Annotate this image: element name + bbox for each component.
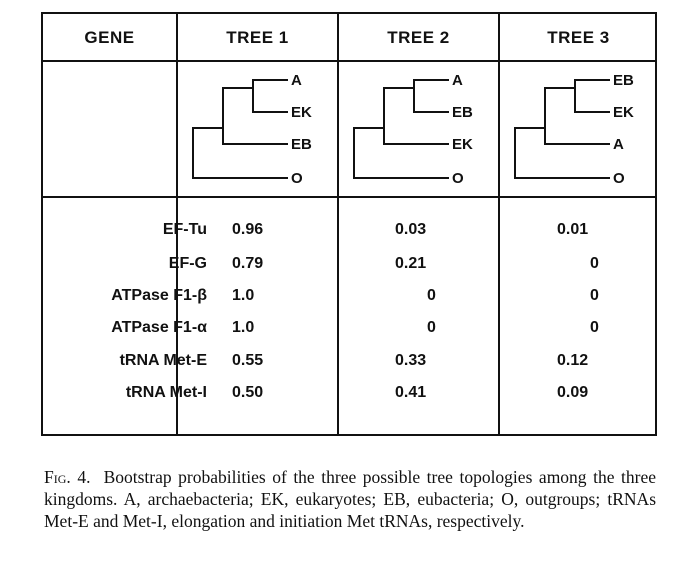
tree-3-outgroup: O bbox=[613, 170, 625, 187]
tree-2-value: 0 bbox=[427, 287, 436, 304]
tree-1-leaf-3: EB bbox=[291, 136, 312, 153]
tree-1-value: 1.0 bbox=[232, 319, 255, 336]
column-divider bbox=[337, 14, 339, 434]
tree-1-leaf-1: A bbox=[291, 72, 302, 89]
column-divider bbox=[498, 14, 500, 434]
figure-caption: Fig. 4. Bootstrap probabilities of the t… bbox=[44, 466, 656, 532]
tree-2-value: 0.33 bbox=[395, 352, 427, 369]
gene-name: EF-G bbox=[168, 255, 207, 272]
column-divider bbox=[176, 14, 178, 434]
tree-1-value: 0.79 bbox=[232, 255, 264, 272]
tree-1-value: 1.0 bbox=[232, 287, 255, 304]
figure-label: Fig. 4. bbox=[44, 467, 91, 487]
tree-3-leaf-3: A bbox=[613, 136, 624, 153]
tree-2-value: 0 bbox=[427, 319, 436, 336]
tree-2-value: 0.41 bbox=[395, 384, 427, 401]
tree-2-outgroup: O bbox=[452, 170, 464, 187]
header-tree-3: TREE 3 bbox=[547, 28, 610, 47]
bootstrap-table: GENE TREE 1 TREE 2 TREE 3 A EK EB O A EB… bbox=[41, 12, 657, 436]
tree-2-leaf-1: A bbox=[452, 72, 463, 89]
tree-3-value: 0.12 bbox=[557, 352, 589, 369]
tree-3-value: 0 bbox=[590, 255, 599, 272]
header-divider bbox=[43, 60, 655, 62]
header-gene: GENE bbox=[84, 28, 135, 47]
header-tree-2: TREE 2 bbox=[387, 28, 450, 47]
tree-1-value: 0.50 bbox=[232, 384, 264, 401]
caption-text: Bootstrap probabilities of the three pos… bbox=[44, 467, 657, 531]
tree-1-diagram: A EK EB O bbox=[192, 72, 312, 187]
tree-2-value: 0.03 bbox=[395, 221, 427, 238]
tree-1-leaf-2: EK bbox=[291, 104, 312, 121]
tree-1-value: 0.96 bbox=[232, 221, 264, 238]
tree-1-value: 0.55 bbox=[232, 352, 264, 369]
tree-3-diagram: EB EK A O bbox=[514, 72, 634, 187]
gene-name: tRNA Met-I bbox=[125, 384, 207, 401]
tree-1-outgroup: O bbox=[291, 170, 303, 187]
tree-2-leaf-2: EB bbox=[452, 104, 473, 121]
tree-3-leaf-1: EB bbox=[613, 72, 634, 89]
tree-3-value: 0.09 bbox=[557, 384, 589, 401]
header-tree-1: TREE 1 bbox=[226, 28, 289, 47]
gene-name: EF-Tu bbox=[162, 221, 207, 238]
tree-3-value: 0 bbox=[590, 319, 599, 336]
tree-3-value: 0 bbox=[590, 287, 599, 304]
tree-2-leaf-3: EK bbox=[452, 136, 473, 153]
tree-row-divider bbox=[43, 196, 655, 198]
gene-name: ATPase F1-α bbox=[111, 319, 207, 336]
tree-3-value: 0.01 bbox=[557, 221, 589, 238]
tree-3-leaf-2: EK bbox=[613, 104, 634, 121]
tree-2-value: 0.21 bbox=[395, 255, 427, 272]
tree-2-diagram: A EB EK O bbox=[353, 72, 473, 187]
gene-name: tRNA Met-E bbox=[119, 352, 207, 369]
gene-name: ATPase F1-β bbox=[111, 287, 207, 304]
